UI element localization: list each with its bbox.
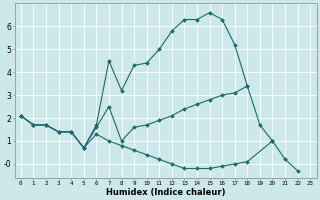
- X-axis label: Humidex (Indice chaleur): Humidex (Indice chaleur): [106, 188, 225, 197]
